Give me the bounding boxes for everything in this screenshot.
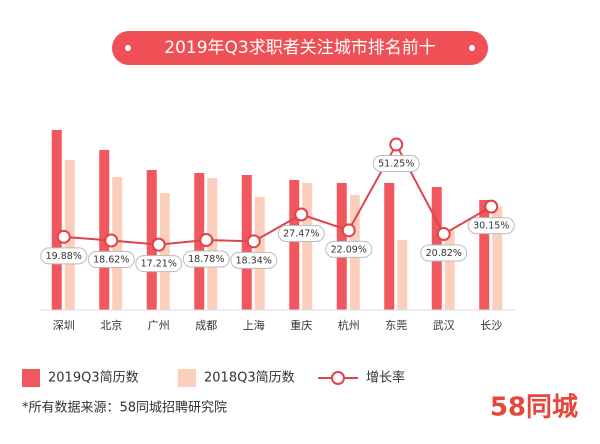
value-label-box — [325, 240, 373, 258]
x-tick-label: 上海 — [243, 318, 265, 332]
value-label-box — [135, 255, 183, 273]
value-label: 18.78% — [188, 254, 224, 265]
legend-swatch — [22, 369, 40, 387]
value-label: 18.62% — [93, 255, 129, 266]
x-tick-label: 北京 — [100, 318, 122, 332]
x-tick-label: 武汉 — [433, 319, 455, 332]
growth-point — [484, 199, 499, 214]
value-label-box — [182, 250, 230, 268]
value-label-box — [40, 247, 88, 265]
title-dot — [125, 45, 131, 51]
title-dot — [469, 45, 475, 51]
bar — [51, 130, 62, 310]
bar — [384, 183, 395, 310]
logo: 58同城 — [490, 393, 578, 423]
x-tick-label: 成都 — [195, 319, 217, 332]
growth-point — [199, 233, 214, 248]
growth-point — [104, 233, 119, 248]
value-label: 17.21% — [141, 259, 177, 270]
bar — [241, 175, 252, 310]
value-label-box — [420, 244, 468, 262]
growth-point — [436, 227, 451, 242]
growth-point — [151, 237, 166, 252]
bar — [289, 180, 300, 310]
growth-line — [63, 142, 492, 246]
bar — [302, 183, 313, 310]
bar — [444, 230, 455, 310]
legend-label: 2018Q3简历数 — [204, 370, 295, 386]
source-note: *所有数据来源：58同城招聘研究院 — [22, 401, 227, 416]
value-label-box — [230, 251, 278, 269]
value-label-box — [87, 251, 135, 269]
value-label: 19.88% — [46, 251, 82, 262]
growth-point — [56, 229, 71, 244]
legend-label: 增长率 — [366, 370, 405, 386]
x-tick-label: 杭州 — [338, 318, 360, 332]
legend-swatch — [178, 369, 196, 387]
title-pill — [112, 31, 488, 65]
growth-point — [341, 223, 356, 238]
bar — [207, 178, 218, 310]
value-label-box — [277, 225, 325, 242]
x-tick-label: 重庆 — [290, 318, 312, 332]
bar — [492, 207, 503, 310]
legend-marker — [331, 371, 345, 385]
growth-point — [246, 234, 261, 249]
bar — [99, 150, 110, 310]
value-label: 20.82% — [426, 248, 462, 259]
x-tick-label: 广州 — [148, 319, 170, 332]
growth-point — [294, 207, 309, 222]
value-label: 30.15% — [473, 221, 509, 232]
x-tick-label: 深圳 — [53, 319, 75, 332]
value-label-box — [467, 217, 515, 235]
value-label: 22.09% — [331, 244, 367, 255]
value-label-box — [372, 155, 420, 173]
value-label: 51.25% — [378, 159, 414, 170]
bar — [159, 193, 170, 310]
x-tick-label: 长沙 — [480, 319, 502, 332]
bar — [397, 240, 408, 310]
bar — [146, 170, 157, 310]
value-label: 18.34% — [236, 255, 272, 266]
value-label: 27.47% — [283, 229, 319, 240]
legend-label: 2019Q3简历数 — [48, 370, 139, 386]
bar — [479, 200, 490, 310]
chart-title: 2019年Q3求职者关注城市排名前十 — [164, 38, 435, 58]
x-tick-label: 东莞 — [385, 319, 407, 332]
growth-point — [389, 137, 404, 152]
